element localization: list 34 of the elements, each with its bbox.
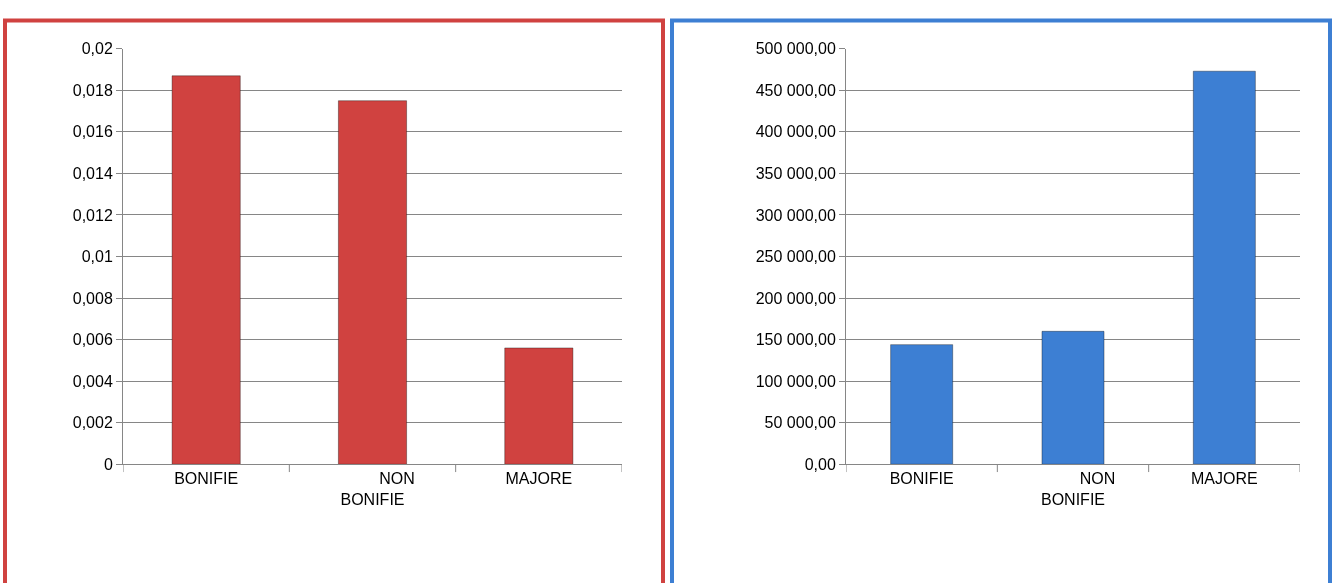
y-tick-label: 150 000,00 <box>755 331 836 349</box>
bar <box>890 344 954 465</box>
x-tick-label: BONIFIE <box>889 470 954 488</box>
y-tick-label: 50 000,00 <box>764 414 836 432</box>
x-tick-label: NON BONIFIE <box>1030 470 1116 509</box>
y-tick-label: 0,00 <box>804 455 836 473</box>
y-tick-label: 0,014 <box>72 165 113 183</box>
bar <box>1041 330 1105 465</box>
bar <box>337 100 408 465</box>
x-tick-label: NON BONIFIE <box>330 470 415 509</box>
y-tick-label: 0,018 <box>72 81 113 99</box>
y-tick-label: 0,004 <box>72 372 113 390</box>
bar <box>504 347 574 465</box>
y-tick-label: 0,012 <box>72 206 113 224</box>
y-tick-label: 0,006 <box>72 331 113 349</box>
y-tick-label: 250 000,00 <box>755 248 836 266</box>
y-tick-label: 200 000,00 <box>755 289 836 307</box>
y-tick-label: 0,002 <box>72 414 113 432</box>
y-tick-label: 0,016 <box>72 123 113 141</box>
x-tick-label: BONIFIE <box>174 470 239 488</box>
y-tick-label: 500 000,00 <box>755 40 836 58</box>
y-tick-label: 400 000,00 <box>755 123 836 141</box>
x-tick-label: MAJORE <box>505 470 573 488</box>
y-tick-label: 300 000,00 <box>755 206 836 224</box>
y-tick-label: 0 <box>103 455 113 473</box>
y-tick-label: 450 000,00 <box>755 81 836 99</box>
y-tick-label: 0,008 <box>72 289 113 307</box>
y-tick-label: 350 000,00 <box>755 165 836 183</box>
bar <box>171 75 241 465</box>
bar <box>1192 70 1256 465</box>
y-tick-label: 100 000,00 <box>755 372 836 390</box>
x-tick-label: MAJORE <box>1190 470 1258 488</box>
y-tick-label: 0,02 <box>81 40 113 58</box>
y-tick-label: 0,01 <box>81 248 113 266</box>
